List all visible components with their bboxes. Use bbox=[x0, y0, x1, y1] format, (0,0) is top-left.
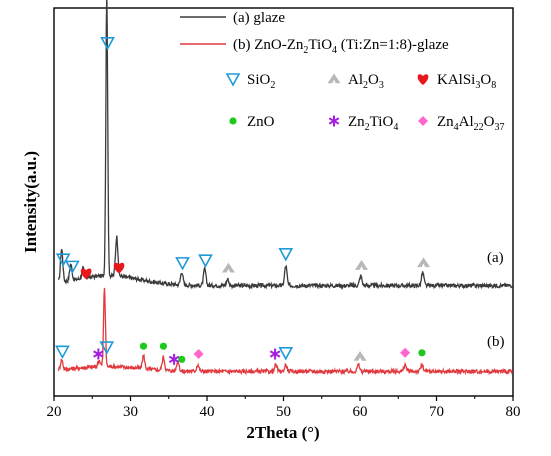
curve-label-a: (a) bbox=[487, 250, 504, 266]
legend-symbol-zn2tio4 bbox=[328, 115, 340, 127]
series-line-b bbox=[57, 287, 514, 376]
peak-marker-zn2tio4 bbox=[168, 353, 180, 365]
curve-label-b: (b) bbox=[487, 334, 505, 350]
peak-marker-sio2 bbox=[55, 253, 71, 267]
legend-label-a: (a) glaze bbox=[233, 10, 285, 26]
peak-marker-sio2 bbox=[175, 257, 190, 271]
peak-marker-sio2 bbox=[100, 36, 115, 51]
legend-symbol-al2o3 bbox=[327, 73, 341, 84]
x-axis-title: 2Theta (°) bbox=[246, 423, 319, 442]
peak-marker-sio2 bbox=[278, 248, 294, 262]
peak-marker-kalsi3o8 bbox=[113, 262, 125, 274]
legend-phase-kalsi3o8: KAlSi3​O8​ bbox=[437, 72, 496, 91]
peak-marker-sio2 bbox=[55, 345, 70, 360]
peak-marker-zn4al22o37 bbox=[400, 347, 411, 358]
peak-marker-kalsi3o8 bbox=[80, 268, 92, 280]
x-tick-label-50: 50 bbox=[276, 404, 291, 420]
marker-legend: SiO2​ Al2​O3​ KAlSi3​O8​ ZnO Zn2​TiO4​ Zn4​Al… bbox=[225, 72, 505, 133]
peak-marker-al2o3 bbox=[353, 350, 367, 361]
peak-marker-zn2tio4 bbox=[269, 348, 281, 360]
legend-symbol-kalsi3o8 bbox=[417, 74, 429, 85]
peak-marker-al2o3 bbox=[221, 262, 235, 273]
legend-symbol-sio2 bbox=[225, 73, 241, 87]
x-tick-label-40: 40 bbox=[200, 404, 215, 420]
series-line-a bbox=[57, 0, 514, 291]
x-tick-label-20: 20 bbox=[47, 404, 62, 420]
peak-marker-sio2 bbox=[278, 347, 294, 361]
x-axis-ticks: 20 30 40 50 60 70 80 bbox=[47, 396, 521, 420]
curves bbox=[57, 0, 514, 376]
x-tick-label-60: 60 bbox=[353, 404, 368, 420]
legend-symbol-zno bbox=[229, 117, 237, 125]
legend-phase-al2o3: Al2​O3​ bbox=[348, 72, 384, 91]
legend: (a) glaze (b) ZnO-Zn2​TiO4​ (Ti:Zn=1:8)-… bbox=[180, 10, 449, 56]
plot-frame bbox=[53, 7, 514, 397]
x-tick-label-80: 80 bbox=[506, 404, 521, 420]
legend-phase-sio2: SiO2​ bbox=[247, 72, 275, 91]
plot-area bbox=[53, 7, 514, 397]
peak-marker-al2o3 bbox=[354, 260, 369, 270]
legend-label-b: (b) ZnO-Zn2​TiO4​ (Ti:Zn=1:8)-glaze bbox=[233, 37, 449, 56]
legend-symbol-zn4al22o37 bbox=[418, 116, 428, 126]
y-axis-title: Intensity(a.u.) bbox=[21, 151, 40, 253]
peak-marker-sio2 bbox=[99, 341, 115, 355]
peak-marker-zno bbox=[418, 349, 426, 357]
peak-marker-sio2 bbox=[65, 260, 80, 275]
legend-phase-zn4al22o37: Zn4​Al22​O37​ bbox=[437, 114, 505, 133]
peak-markers bbox=[55, 36, 431, 365]
peak-marker-zn2tio4 bbox=[93, 348, 104, 360]
peak-marker-zno bbox=[139, 342, 148, 350]
peak-marker-zn4al22o37 bbox=[193, 349, 204, 360]
legend-phase-zn2tio4: Zn2​TiO4​ bbox=[348, 114, 398, 133]
peak-marker-al2o3 bbox=[416, 257, 431, 268]
legend-phase-zno: ZnO bbox=[247, 114, 275, 130]
x-tick-label-70: 70 bbox=[429, 404, 444, 420]
peak-marker-sio2 bbox=[198, 254, 213, 268]
peak-marker-zno bbox=[159, 342, 167, 350]
x-tick-label-30: 30 bbox=[123, 404, 138, 420]
peak-marker-zno bbox=[178, 355, 186, 363]
